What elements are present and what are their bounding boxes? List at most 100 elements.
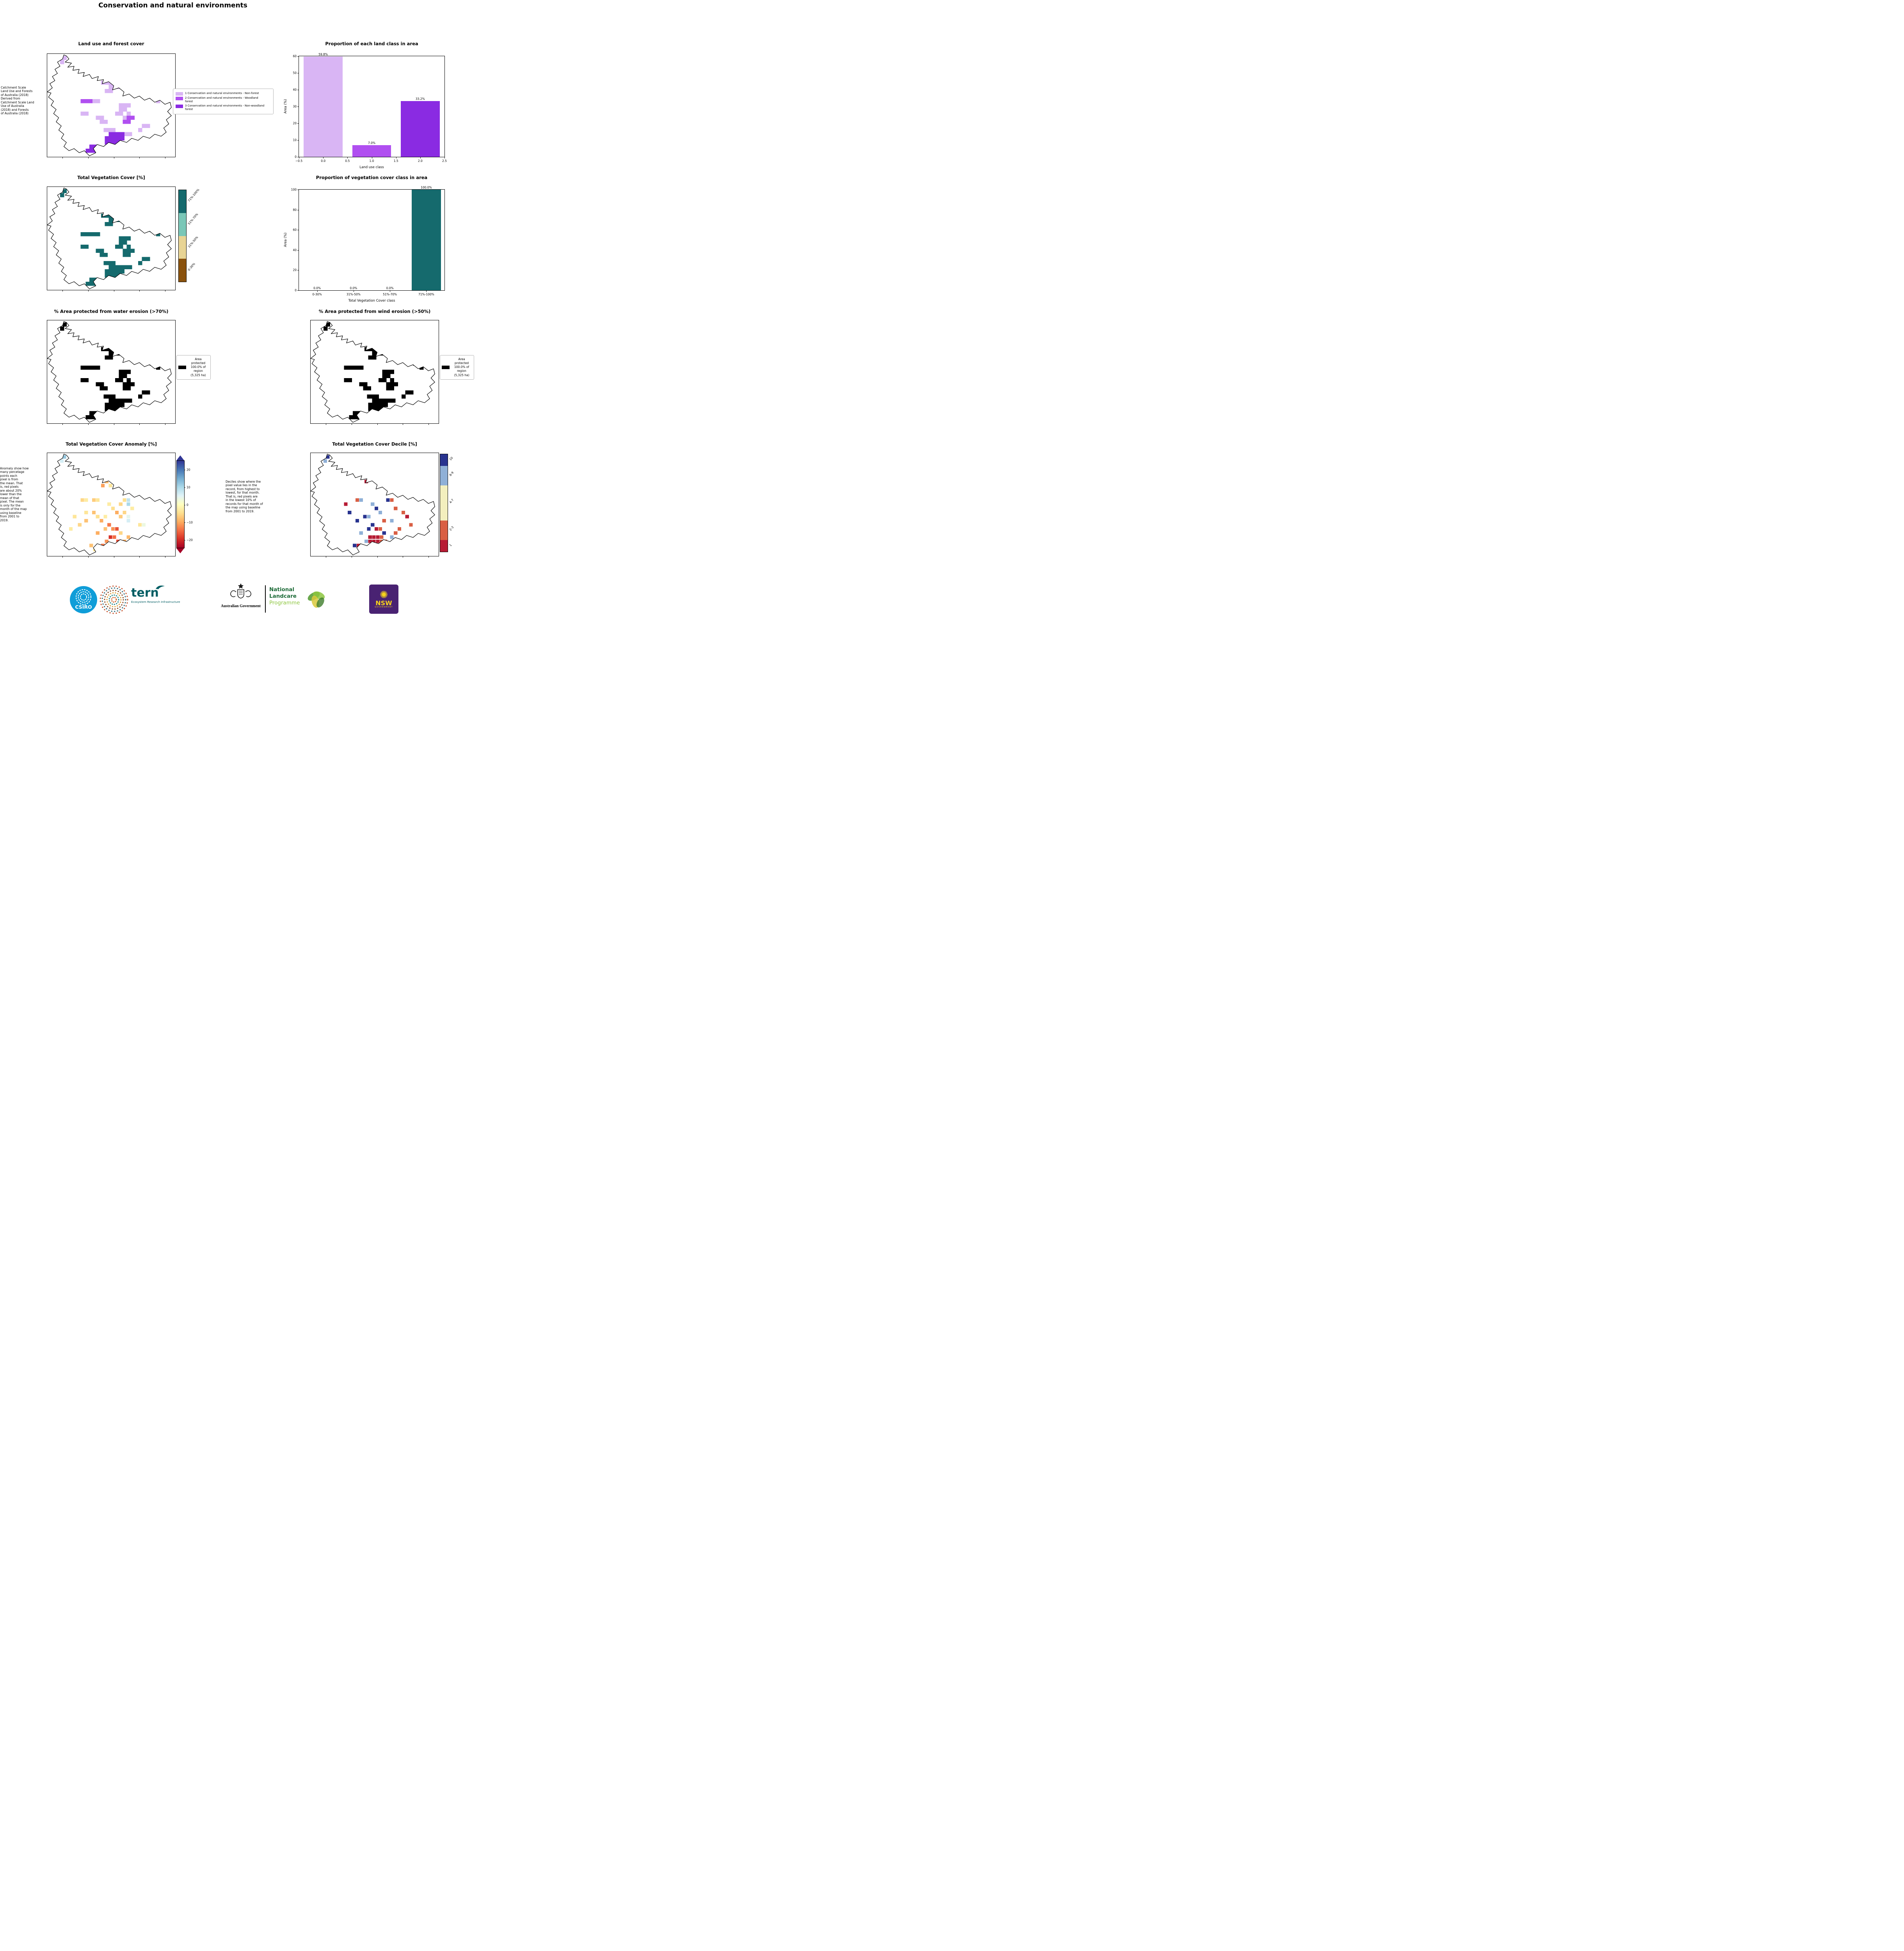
landclass-chart-title: Proportion of each land class in area xyxy=(325,41,418,46)
x-axis-tick xyxy=(444,157,445,158)
colorbar-gradient: 20 10 0 −10 −20 xyxy=(176,460,193,548)
y-axis-tick-label: 20 xyxy=(293,121,297,125)
landclass-chart-xlabel: Land use class xyxy=(359,165,384,169)
x-axis-tick-label: 1.5 xyxy=(393,159,398,163)
legend-swatch xyxy=(176,105,183,108)
map-axis-tick xyxy=(428,556,429,558)
wind-map-title: % Area protected from wind erosion (>50%… xyxy=(318,309,431,314)
anomaly-map xyxy=(47,453,176,558)
decile-map-caption: Deciles show where the pixel value lies … xyxy=(226,480,263,513)
water-legend-text: Area protected 100.0% of region (5,325 h… xyxy=(190,357,206,377)
colorbar-segment-label: 31%-50% xyxy=(187,235,199,249)
legend-row: 3 Conservation and natural environments … xyxy=(176,104,271,111)
y-axis-tick xyxy=(297,56,299,57)
australian-government-label: Australian Government xyxy=(221,604,261,608)
waratah-icon: ✺ xyxy=(379,589,388,601)
bar xyxy=(412,190,441,290)
bar-value-label: 7.0% xyxy=(368,141,376,145)
veg-cover-map xyxy=(47,187,176,291)
csiro-label: CSIRO xyxy=(75,604,92,610)
veg-colorbar: 71%-100% 51%-70% 31%-50% 0-30% xyxy=(178,188,200,282)
leaves-graphic xyxy=(308,591,325,608)
map-axis-tick xyxy=(62,157,63,158)
vegclass-chart-title: Proportion of vegetation cover class in … xyxy=(316,175,428,180)
y-axis-tick-label: 60 xyxy=(293,228,297,232)
vegclass-bar-chart: 0 20 40 60 80 100 0-30% 31%-50% 51%-70% 71%-100% 0… xyxy=(291,186,445,296)
water-erosion-map xyxy=(47,320,176,425)
bar-value-label: 0.0% xyxy=(313,286,321,290)
colorbar-segment-label: 71%-100% xyxy=(187,188,200,203)
y-axis-tick-label: 40 xyxy=(293,248,297,252)
landcare-leaves-icon xyxy=(301,585,330,615)
x-axis-tick-label: 2.5 xyxy=(442,159,447,163)
map-axis-tick xyxy=(139,290,140,291)
page-title: Conservation and natural environments xyxy=(98,2,247,9)
map-axis-tick xyxy=(377,556,378,558)
y-axis-tick-label: 0 xyxy=(295,288,297,292)
anomaly-map-title: Total Vegetation Cover Anomaly [%] xyxy=(66,441,157,447)
y-axis-tick-label: 50 xyxy=(293,71,297,75)
x-axis-tick-label: 0.0 xyxy=(321,159,326,163)
veg-map-title: Total Vegetation Cover [%] xyxy=(77,175,145,180)
y-axis-tick xyxy=(297,250,299,251)
colorbar-tick xyxy=(184,522,185,523)
wind-map-legend: Area protected 100.0% of region (5,325 h… xyxy=(440,355,474,380)
veg-map-svg xyxy=(47,187,175,290)
y-axis-tick-label: 20 xyxy=(293,268,297,272)
colorbar-segment xyxy=(179,213,186,236)
bar-value-label: 0.0% xyxy=(386,286,394,290)
nsw-government-logo: ✺ NSW GOVERNMENT xyxy=(369,585,398,614)
x-axis-tick-label: 51%-70% xyxy=(383,293,397,296)
x-axis-tick-label: 71%-100% xyxy=(418,293,434,296)
csiro-logo-graphic: CSIRO xyxy=(70,586,97,613)
indigenous-dot-art xyxy=(100,585,128,616)
decile-map-title: Total Vegetation Cover Decile [%] xyxy=(332,441,417,447)
landclass-chart-ylabel: Area (%) xyxy=(284,99,288,114)
map-axis-tick xyxy=(88,423,89,425)
water-map-boundary xyxy=(47,322,171,423)
nsw-government-label: GOVERNMENT xyxy=(375,606,393,609)
colorbar-tick-label: 20 xyxy=(187,468,190,471)
x-axis-tick-label: 2.0 xyxy=(418,159,423,163)
x-axis-tick xyxy=(317,290,318,292)
colorbar-segment xyxy=(440,521,448,540)
landcare-line-1: National xyxy=(269,586,295,593)
bar xyxy=(304,56,343,157)
colorbar-tick-label: 0 xyxy=(187,503,188,506)
wind-legend-text: Area protected 100.0% of region (5,325 h… xyxy=(454,357,469,377)
y-axis-tick-label: 40 xyxy=(293,88,297,92)
bar-value-label: 0.0% xyxy=(350,286,357,290)
map-axis-tick xyxy=(88,556,89,558)
map-axis-tick xyxy=(62,423,63,425)
anomaly-map-svg xyxy=(47,453,175,556)
map-axis-tick xyxy=(139,423,140,425)
water-map-title: % Area protected from water erosion (>70… xyxy=(54,309,169,314)
anomaly-colorbar: 20 10 0 −10 −20 xyxy=(176,455,193,553)
colorbar-tick-label: −10 xyxy=(187,521,193,524)
map-axis-tick xyxy=(377,423,378,425)
y-axis-tick-label: 30 xyxy=(293,105,297,108)
decile-map-boundary xyxy=(311,454,435,555)
colorbar-arrow-up xyxy=(176,455,184,460)
colorbar-segment xyxy=(440,485,448,521)
y-axis-tick xyxy=(297,123,299,124)
landcare-line-3: Programme xyxy=(269,599,300,606)
bar xyxy=(401,101,440,157)
wind-erosion-map xyxy=(310,320,439,425)
legend-row: 1 Conservation and natural environments … xyxy=(176,92,271,96)
y-axis-tick-label: 0 xyxy=(295,155,297,159)
colorbar-segment xyxy=(179,236,186,259)
landuse-map-svg xyxy=(47,54,175,157)
colorbar-tick-label: 10 xyxy=(187,485,190,489)
colorbar-segment-label: 0-30% xyxy=(187,262,196,272)
x-axis-tick xyxy=(347,157,348,158)
anomaly-map-caption: Anomaly show how many percetage points e… xyxy=(0,467,29,522)
landuse-map-boundary xyxy=(47,55,171,156)
conservation-report: Conservation and natural environments La… xyxy=(0,0,476,617)
water-map-legend: Area protected 100.0% of region (5,325 h… xyxy=(176,355,211,380)
colorbar-arrow-down xyxy=(176,548,184,553)
colorbar-segment-label: 8-9 xyxy=(448,471,455,477)
legend-label: 2 Conservation and natural environments … xyxy=(185,96,258,103)
legend-row: 2 Conservation and natural environments … xyxy=(176,96,271,103)
landcare-line-2: Landcare xyxy=(269,593,297,599)
